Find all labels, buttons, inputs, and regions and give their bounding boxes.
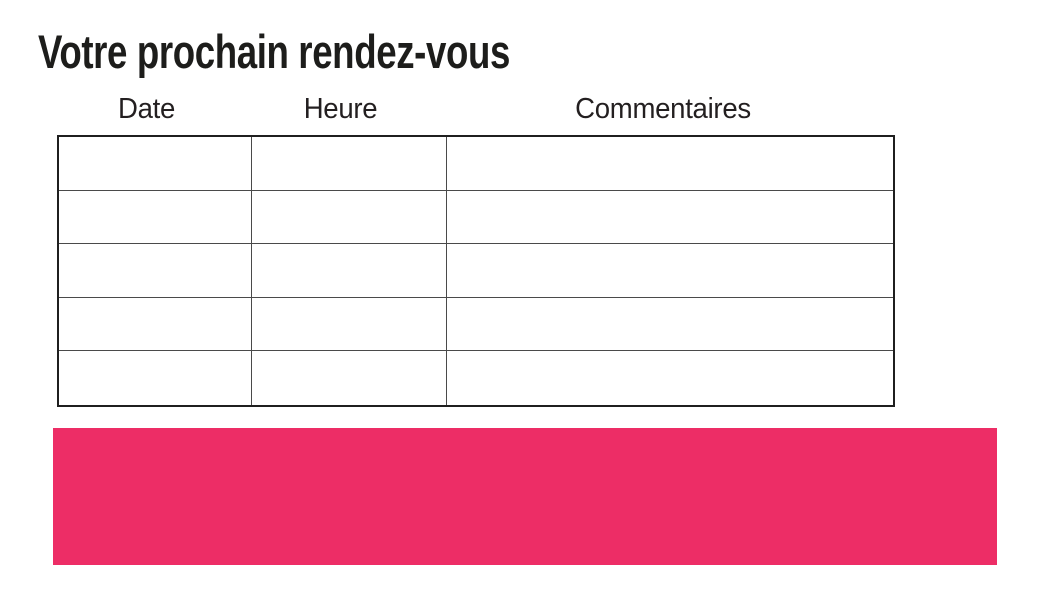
table-cell (252, 137, 447, 191)
page-title: Votre prochain rendez-vous (38, 25, 510, 78)
table-header-row: Date Heure Commentaires (50, 93, 888, 125)
accent-banner (53, 428, 997, 565)
table-cell (252, 190, 447, 245)
appointments-table (57, 135, 895, 407)
table-cell (447, 351, 893, 405)
table-cell (59, 351, 252, 405)
column-header-heure: Heure (303, 93, 378, 125)
table-cell (252, 351, 447, 405)
table-cell (252, 297, 447, 352)
column-header-commentaires: Commentaires (575, 93, 751, 125)
table-cell (447, 137, 893, 191)
table-cell (59, 137, 252, 191)
table-cell (447, 244, 893, 298)
table-cell (252, 244, 447, 298)
table-cell (447, 190, 893, 245)
column-header-date: Date (117, 93, 176, 125)
table-cell (59, 297, 252, 352)
table-cell (59, 190, 252, 245)
table-cell (447, 297, 893, 352)
table-cell (59, 244, 252, 298)
